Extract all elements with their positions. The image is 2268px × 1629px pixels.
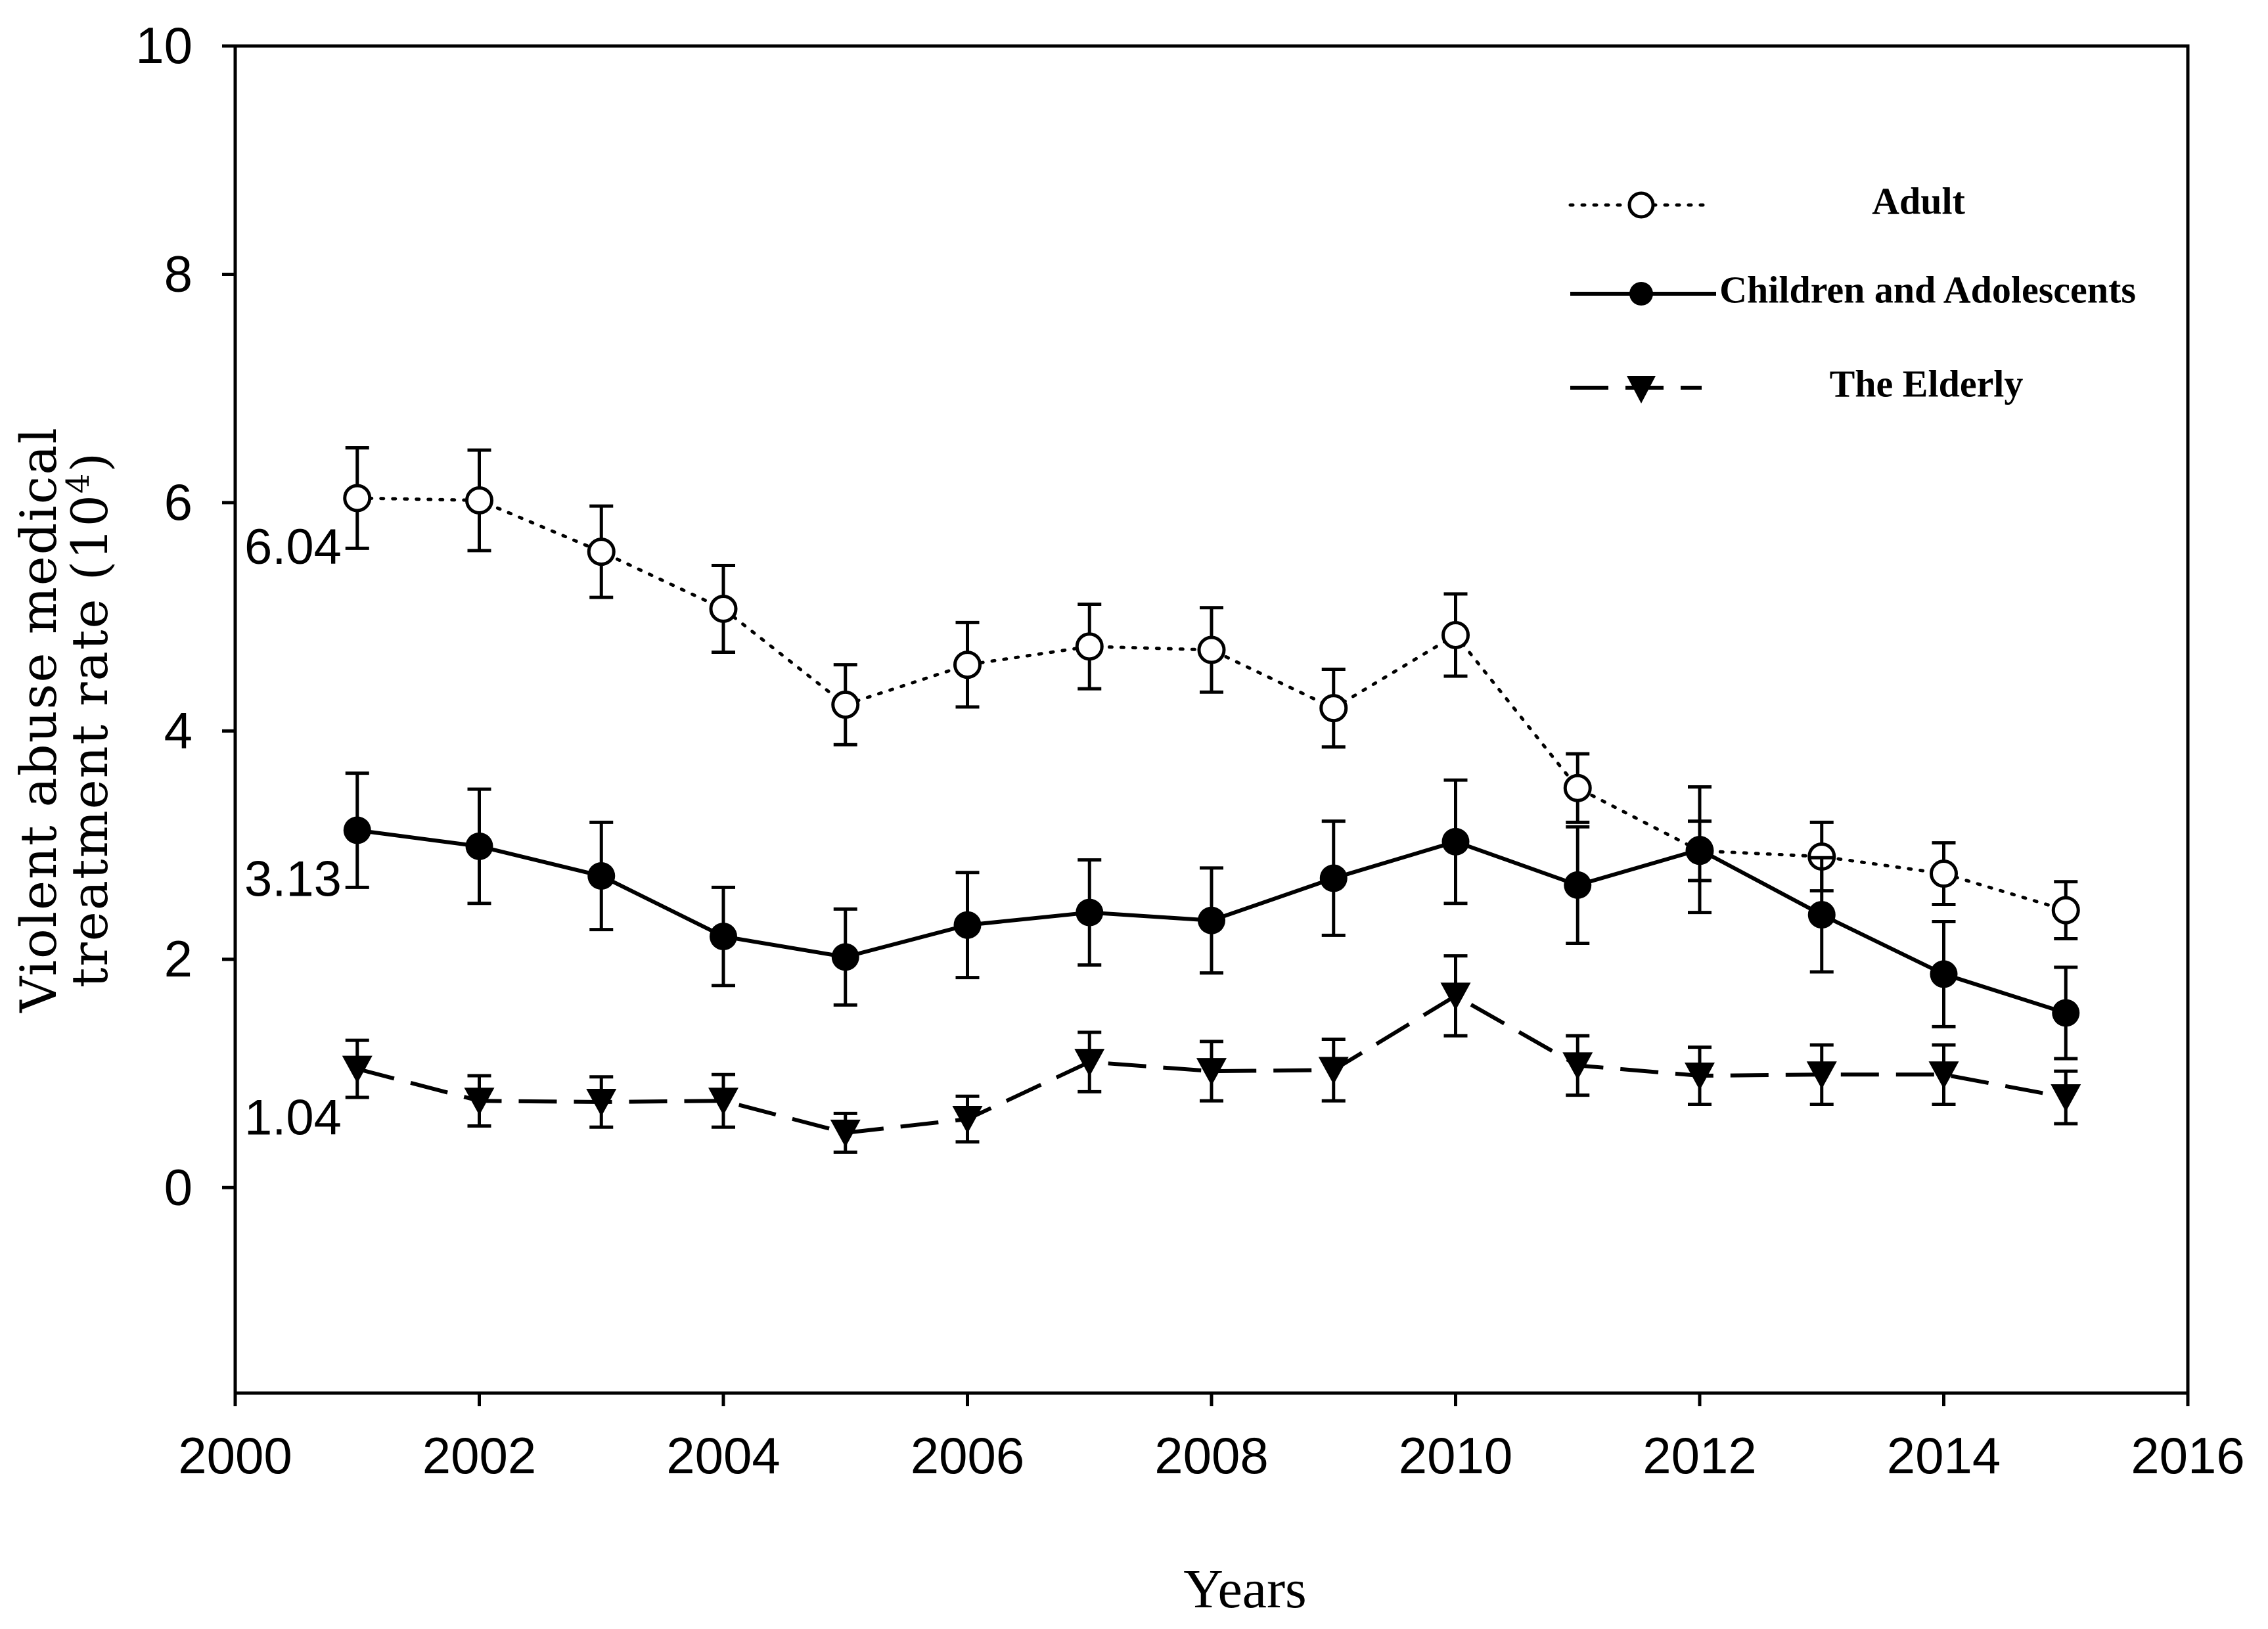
plot-frame — [233, 44, 2190, 1395]
data-point — [952, 1106, 983, 1134]
legend-marker-elderly — [1627, 376, 1656, 403]
legend-label-children: Children and Adolescents — [1719, 268, 2136, 311]
x-tick-label: 2006 — [911, 1427, 1025, 1484]
y-tick-label: 6 — [164, 473, 193, 531]
data-point — [587, 862, 616, 890]
x-tick-label: 2012 — [1643, 1427, 1757, 1484]
data-point — [1076, 898, 1104, 927]
data-point — [1196, 1058, 1227, 1086]
data-point — [2051, 896, 2080, 925]
data-point — [465, 832, 493, 860]
data-point — [1197, 635, 1226, 664]
data-point — [465, 486, 493, 515]
y-axis-label-line1: Violent abuse medical — [9, 426, 68, 1013]
series-line — [355, 496, 2068, 912]
x-tick-label: 2000 — [178, 1427, 292, 1484]
x-tick-label: 2008 — [1154, 1427, 1269, 1484]
data-point — [1562, 1052, 1593, 1080]
x-tick-label: 2004 — [666, 1427, 781, 1484]
series-layer — [342, 446, 2081, 1154]
data-point — [831, 690, 860, 719]
legend-label-adult: Adult — [1872, 179, 1966, 222]
data-point — [343, 816, 371, 844]
data-point — [342, 1055, 373, 1084]
start-value-label: 6.04 — [244, 519, 342, 575]
data-point — [1440, 982, 1471, 1011]
x-axis-label: Years — [1183, 1559, 1306, 1620]
data-point — [1807, 901, 1836, 929]
data-point — [1564, 871, 1592, 899]
data-point — [710, 923, 737, 951]
data-point — [1686, 836, 1713, 864]
data-point — [1074, 1049, 1105, 1077]
start-value-label: 1.04 — [244, 1090, 342, 1146]
data-point — [1928, 1061, 1959, 1090]
data-point — [708, 1088, 738, 1116]
data-point — [1318, 1057, 1349, 1085]
legend-marker-adult — [1627, 191, 1655, 219]
legend: Adult Children and Adolescents The Elder… — [1568, 179, 2136, 405]
data-point — [1319, 694, 1348, 723]
data-point — [953, 651, 982, 679]
data-point — [1930, 860, 1958, 888]
data-point — [1563, 773, 1592, 802]
data-point — [2051, 1084, 2081, 1113]
x-tick-label: 2016 — [2131, 1427, 2245, 1484]
x-tick-label: 2010 — [1399, 1427, 1513, 1484]
data-point — [1198, 906, 1225, 934]
x-tick-label: 2002 — [422, 1427, 537, 1484]
data-point — [1441, 827, 1470, 856]
y-tick-label: 8 — [164, 244, 193, 302]
annotations: 6.04 3.13 1.04 — [244, 519, 342, 1146]
axis-ticks: 2000 2002 2004 2006 2008 2010 2012 2014 20160246… — [135, 16, 2245, 1484]
series-the-elderly — [342, 954, 2081, 1154]
data-point — [2052, 999, 2080, 1027]
data-point — [830, 1119, 861, 1147]
y-tick-label: 2 — [164, 930, 193, 988]
y-axis-label-line2: treatment rate (104) — [60, 451, 119, 988]
data-point — [953, 911, 982, 939]
data-point — [1685, 1063, 1715, 1091]
y-tick-label: 10 — [135, 16, 193, 74]
data-point — [1075, 632, 1104, 661]
legend-marker-children — [1629, 282, 1653, 306]
y-tick-label: 0 — [164, 1158, 193, 1216]
series-children-and-adolescents — [343, 771, 2080, 1061]
data-point — [709, 594, 738, 623]
data-point — [587, 538, 616, 566]
x-tick-label: 2014 — [1887, 1427, 2001, 1484]
data-point — [464, 1088, 495, 1116]
data-point — [1930, 960, 1958, 988]
data-point — [831, 943, 859, 971]
data-point — [1441, 620, 1470, 649]
data-point — [586, 1088, 617, 1116]
data-point — [1806, 1061, 1837, 1090]
y-tick-label: 4 — [164, 701, 193, 759]
data-point — [343, 484, 372, 513]
series-line — [356, 993, 2066, 1135]
y-axis-label: Violent abuse medical treatment rate (10… — [9, 426, 119, 1013]
legend-label-elderly: The Elderly — [1830, 362, 2024, 405]
start-value-label: 3.13 — [244, 852, 342, 907]
data-point — [1319, 864, 1348, 892]
